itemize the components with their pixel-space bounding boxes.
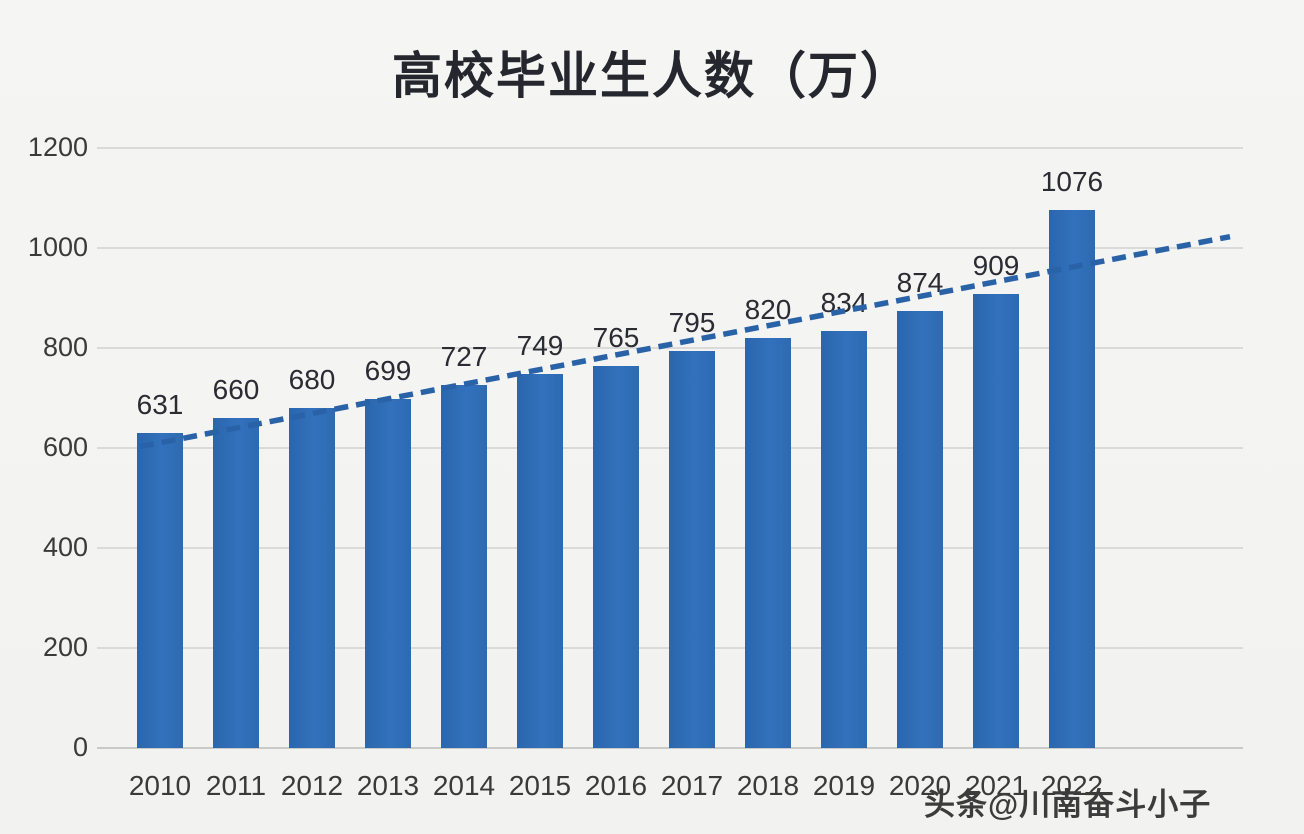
x-axis-tick-label: 2019 <box>812 770 876 801</box>
bar-2022 <box>1049 210 1095 748</box>
bar-2010 <box>137 432 183 748</box>
x-axis-tick-label: 2013 <box>356 770 420 801</box>
bar-2011 <box>213 418 259 748</box>
y-axis-tick-label: 800 <box>42 331 88 362</box>
bar-2014 <box>441 384 487 748</box>
bar-2019 <box>821 331 867 748</box>
y-axis-tick-label: 1200 <box>27 131 88 162</box>
bar-2016 <box>593 365 639 748</box>
x-axis-tick-label: 2011 <box>205 770 267 801</box>
y-axis-tick-label: 200 <box>42 631 88 662</box>
y-axis-tick-label: 400 <box>42 531 88 562</box>
x-axis-tick-label: 2022 <box>1040 770 1104 801</box>
y-axis-tick-label: 0 <box>72 731 88 762</box>
bar-2021 <box>973 293 1019 748</box>
watermark: 头条@川南奋斗小子 <box>924 787 1212 822</box>
bar-2015 <box>517 373 563 748</box>
x-axis-tick-label: 2017 <box>660 770 724 801</box>
y-axis-tick-label: 1000 <box>27 231 88 262</box>
chart-title: 高校毕业生人数（万） <box>392 48 912 104</box>
x-axis-tick-label: 2012 <box>280 770 344 801</box>
x-axis-tick-label: 2014 <box>432 770 496 801</box>
x-axis-tick-label: 2010 <box>128 770 192 801</box>
x-axis-tick-label: 2018 <box>736 770 800 801</box>
gridline <box>97 147 1243 149</box>
bar-value-label: 909 <box>972 249 1020 281</box>
bar-2018 <box>745 338 791 748</box>
bar-2013 <box>365 398 411 748</box>
x-axis-tick-label: 2020 <box>888 770 952 801</box>
bar-2017 <box>669 350 715 748</box>
x-axis-tick-label: 2021 <box>964 770 1028 801</box>
bar-2020 <box>897 311 943 748</box>
bar-value-label: 1076 <box>1040 166 1104 197</box>
gridline <box>97 747 1243 749</box>
x-axis-tick-label: 2016 <box>584 770 648 801</box>
y-axis-tick-label: 600 <box>42 431 88 462</box>
x-axis-tick-label: 2015 <box>508 770 572 801</box>
bar-2012 <box>289 408 335 748</box>
